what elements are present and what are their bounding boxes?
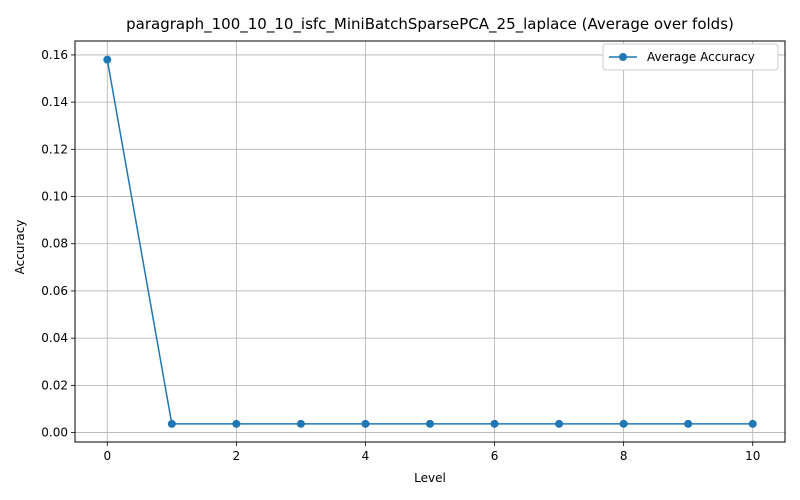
x-tick-label: 2 — [233, 449, 241, 463]
legend: Average Accuracy — [602, 43, 779, 71]
y-tick-label: 0.02 — [41, 378, 68, 392]
y-tick-label: 0.10 — [41, 190, 68, 204]
y-tick-label: 0.16 — [41, 48, 68, 62]
legend-label: Average Accuracy — [647, 50, 755, 64]
y-axis-label: Accuracy — [13, 220, 27, 275]
data-point — [296, 419, 305, 428]
series-line — [106, 59, 753, 425]
data-point — [619, 419, 628, 428]
data-point — [684, 419, 693, 428]
x-tick-label: 0 — [103, 449, 111, 463]
series-layer — [103, 55, 757, 428]
x-axis-label: Level — [414, 471, 446, 485]
plot-area — [74, 40, 786, 443]
y-tick-label: 0.12 — [41, 142, 68, 156]
x-tick-label: 10 — [745, 449, 760, 463]
chart-title: paragraph_100_10_10_isfc_MiniBatchSparse… — [126, 15, 734, 34]
data-point — [361, 419, 370, 428]
y-tick-label: 0.08 — [41, 237, 68, 251]
data-point — [490, 419, 499, 428]
legend-marker — [619, 53, 627, 61]
y-tick-label: 0.00 — [41, 426, 68, 440]
data-point — [426, 419, 434, 428]
data-point — [555, 419, 564, 428]
data-point — [167, 419, 176, 428]
x-axis-ticks: 0 2 4 6 8 10 — [103, 442, 760, 463]
y-axis-ticks: 0.00 0.02 0.04 0.06 0.08 0.10 0.12 0.14 0.16 — [41, 48, 75, 440]
y-tick-label: 0.04 — [41, 331, 68, 345]
x-tick-label: 6 — [491, 449, 499, 463]
data-point — [103, 55, 112, 64]
legend-box — [602, 43, 779, 71]
x-tick-label: 4 — [362, 449, 370, 463]
x-tick-label: 8 — [620, 449, 628, 463]
y-tick-label: 0.06 — [41, 284, 68, 298]
data-point — [748, 419, 757, 428]
y-tick-label: 0.14 — [41, 95, 68, 109]
data-point — [232, 419, 241, 428]
grid-lines — [75, 41, 785, 442]
